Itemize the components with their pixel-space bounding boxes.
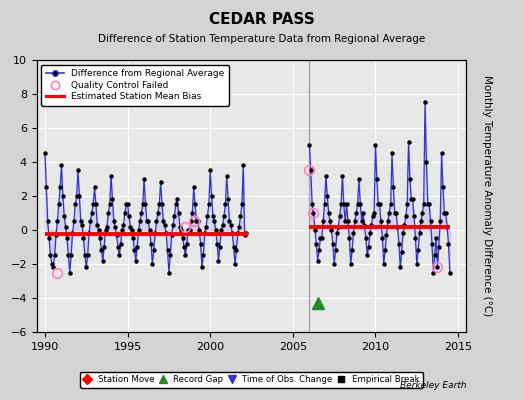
Y-axis label: Monthly Temperature Anomaly Difference (°C): Monthly Temperature Anomaly Difference (… xyxy=(482,75,492,317)
Text: Difference of Station Temperature Data from Regional Average: Difference of Station Temperature Data f… xyxy=(99,34,425,44)
Legend: Station Move, Record Gap, Time of Obs. Change, Empirical Break: Station Move, Record Gap, Time of Obs. C… xyxy=(81,372,422,388)
Text: CEDAR PASS: CEDAR PASS xyxy=(209,12,315,27)
Text: Berkeley Earth: Berkeley Earth xyxy=(400,381,466,390)
